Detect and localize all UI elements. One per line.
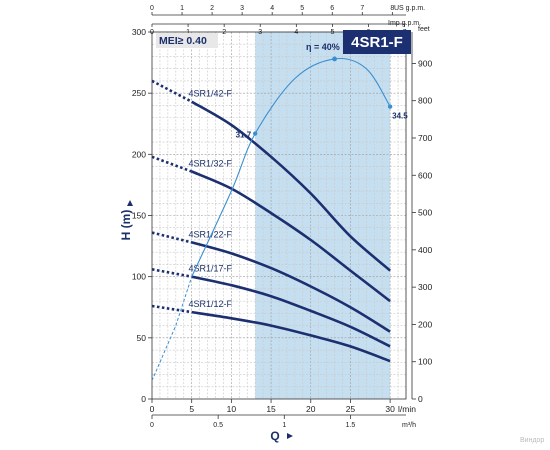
pump-curve-solid-segment [191, 170, 391, 303]
us-gpm-axis-tick-label: 5 [300, 5, 304, 12]
feet-axis-unit: feet [418, 26, 430, 33]
pump-curve-4sr1-12-f: 4SR1/12-F [151, 299, 391, 363]
feet-axis-tick-label: 800 [418, 96, 432, 106]
us-gpm-axis-tick-label: 0 [150, 5, 154, 12]
y-axis-tick-label: 150 [132, 211, 146, 221]
pump-curve-4sr1-22-f: 4SR1/22-F [151, 229, 391, 333]
x-axis-tick-label: 20 [306, 404, 316, 414]
x-axis-tick-label: 5 [189, 404, 194, 414]
chart-title: 4SR1-F [351, 34, 403, 51]
imp-gpm-axis-tick-label: 3 [258, 29, 262, 36]
x-axis-tick-label: 25 [346, 404, 356, 414]
m3h-axis-unit: m³/h [402, 422, 416, 429]
pump-curve-dotted-segment [151, 155, 193, 173]
pump-curve-4sr1-17-f: 4SR1/17-F [151, 264, 391, 348]
m3h-axis-tick-label: 1 [282, 422, 286, 429]
efficiency-annotation-label: 31.7 [236, 131, 252, 140]
pump-curve-solid-segment [191, 310, 391, 363]
efficiency-annotation-point [387, 104, 393, 109]
m3h-axis-tick-label: 1.5 [346, 422, 356, 429]
us-gpm-axis-tick-label: 7 [360, 5, 364, 12]
title-badge: 4SR1-F [343, 30, 411, 54]
x-axis-title: Q [270, 429, 279, 443]
pump-curve-solid-segment [191, 275, 391, 348]
us-gpm-axis-tick-label: 1 [180, 5, 184, 12]
mei-badge: MEI≥ 0.40 [156, 33, 218, 48]
us-gpm-axis-tick-label: 3 [240, 5, 244, 12]
us-gpm-axis-tick-label: 8 [390, 5, 394, 12]
y-axis-tick-label: 0 [141, 394, 146, 404]
x-axis-tick-label: 15 [266, 404, 276, 414]
feet-axis-tick-label: 200 [418, 319, 432, 329]
y-axis-tick-label: 200 [132, 149, 146, 159]
pump-curve-dotted-segment [151, 304, 192, 314]
feet-axis-tick-label: 0 [418, 394, 423, 404]
efficiency-peak-point [332, 56, 337, 62]
feet-axis-tick-label: 100 [418, 357, 432, 367]
efficiency-curve: 31.7 34.5 [151, 56, 408, 381]
pump-curve-label: 4SR1/22-F [189, 229, 233, 239]
feet-axis-tick-label: 300 [418, 282, 432, 292]
us-gpm-axis-tick-label: 4 [270, 5, 274, 12]
efficiency-curve-solid-segment [191, 57, 391, 277]
pump-curve-4sr1-32-f: 4SR1/32-F [151, 155, 391, 303]
x-axis-unit: l/min [398, 404, 416, 414]
y-axis-tick-label: 100 [132, 272, 146, 282]
m3h-axis-tick-label: 0 [150, 422, 154, 429]
efficiency-annotation-label: 34.5 [392, 112, 408, 121]
feet-axis-tick-label: 700 [418, 133, 432, 143]
x-axis-tick-label: 0 [150, 404, 155, 414]
efficiency-label: η = 40% [306, 42, 340, 52]
x-axis-tick-label: 10 [227, 404, 237, 414]
y-axis-title: H (m) [119, 210, 133, 241]
feet-axis-tick-label: 500 [418, 208, 432, 218]
pump-curve-dotted-segment [151, 268, 192, 278]
x-axis-tick-label: 30 [385, 404, 395, 414]
feet-axis-tick-label: 400 [418, 245, 432, 255]
pump-curve-dotted-segment [151, 79, 193, 103]
us-gpm-axis-tick-label: 2 [210, 5, 214, 12]
us-gpm-axis-tick-label: 6 [330, 5, 334, 12]
pump-curve-label: 4SR1/17-F [189, 264, 233, 274]
m3h-axis-tick-label: 0.5 [213, 422, 223, 429]
pump-curve-dotted-segment [151, 231, 193, 244]
imp-gpm-axis-tick-label: 2 [222, 29, 226, 36]
imp-gpm-axis-tick-label: 0 [150, 29, 154, 36]
pump-curve-label: 4SR1/12-F [189, 299, 233, 309]
pump-curve-solid-segment [191, 241, 391, 333]
watermark: Виндор [520, 437, 544, 444]
pump-curve-label: 4SR1/32-F [189, 158, 233, 168]
pump-curve-label: 4SR1/42-F [189, 89, 233, 99]
efficiency-curve-dashed-segment [151, 276, 193, 381]
efficiency-annotation-point [252, 131, 258, 136]
x-axis-arrow-icon [287, 433, 293, 439]
chart-subtitle: MEI≥ 0.40 [159, 35, 207, 47]
y-axis-tick-label: 300 [132, 27, 146, 37]
imp-gpm-axis-unit: Imp g.p.m. [388, 20, 421, 27]
y-axis-tick-label: 250 [132, 88, 146, 98]
y-axis-tick-label: 50 [137, 333, 147, 343]
y-axis-arrow-icon [127, 200, 133, 206]
imp-gpm-axis-tick-label: 5 [330, 29, 334, 36]
pump-curve-4sr1-42-f: 4SR1/42-F [151, 79, 391, 272]
feet-axis-tick-label: 900 [418, 58, 432, 68]
imp-gpm-axis-tick-label: 4 [294, 29, 298, 36]
pump-curve-solid-segment [191, 100, 391, 272]
feet-axis-tick-label: 600 [418, 170, 432, 180]
imp-gpm-axis-tick-label: 1 [186, 29, 190, 36]
us-gpm-axis-unit: US g.p.m. [394, 5, 425, 12]
